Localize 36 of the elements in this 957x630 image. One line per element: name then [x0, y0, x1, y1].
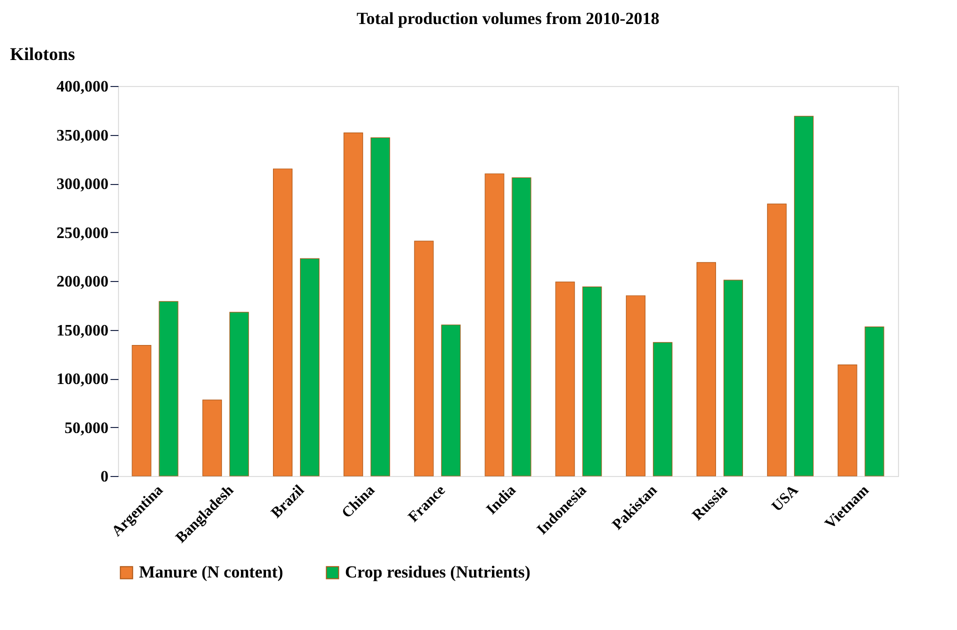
y-tick-label: 250,000: [56, 224, 108, 242]
y-tick-label: 100,000: [56, 371, 108, 388]
bar: [696, 262, 716, 476]
legend-label: Manure (N content): [139, 562, 284, 582]
bar: [626, 295, 646, 476]
bar: [582, 286, 602, 476]
bar: [512, 177, 532, 476]
bar: [202, 400, 222, 476]
y-tick-label: 400,000: [56, 78, 108, 96]
bar: [555, 282, 575, 476]
bar: [158, 301, 178, 476]
chart-title: Total production volumes from 2010-2018: [356, 9, 660, 28]
bar: [794, 116, 814, 476]
y-tick-label: 0: [100, 468, 108, 486]
bar: [370, 137, 390, 476]
y-tick-label: 350,000: [56, 127, 108, 144]
y-axis-title: Kilotons: [10, 44, 76, 64]
bar: [132, 345, 152, 476]
bar: [441, 324, 461, 476]
bar: [724, 280, 744, 476]
bar: [300, 258, 320, 476]
y-tick-label: 200,000: [56, 274, 108, 290]
x-tick-label: USA: [769, 482, 802, 516]
y-tick-label: 50,000: [64, 420, 108, 437]
bar: [229, 312, 249, 476]
bar: [272, 168, 292, 476]
legend-label: Crop residues (Nutrients): [345, 562, 530, 582]
bar: [864, 326, 884, 476]
bar: [484, 173, 504, 476]
bar: [838, 364, 858, 476]
y-tick-label: 150,000: [56, 322, 108, 340]
bar: [652, 342, 672, 476]
y-tick-label: 300,000: [56, 176, 108, 193]
bar: [344, 132, 364, 476]
bar: [414, 240, 434, 476]
bar: [767, 204, 787, 476]
